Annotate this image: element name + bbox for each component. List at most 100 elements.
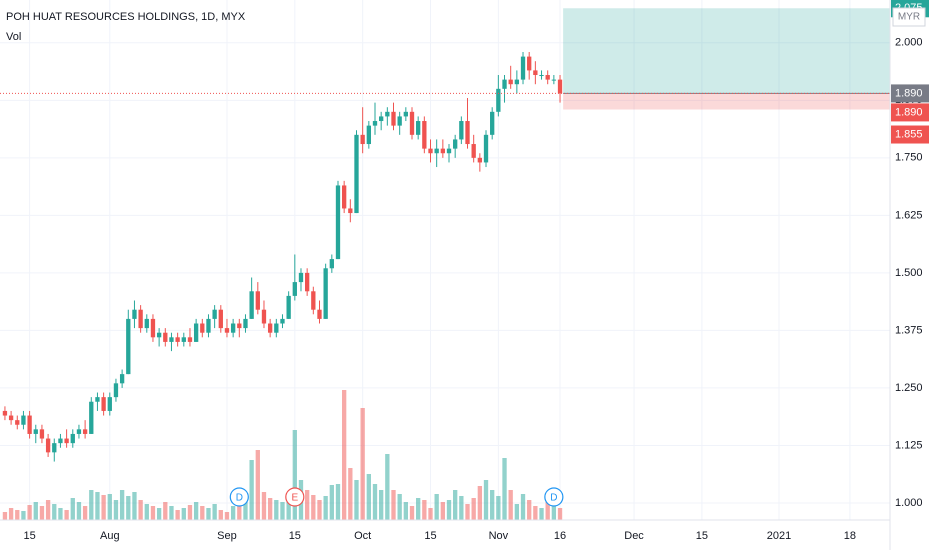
volume-bar bbox=[156, 508, 162, 520]
grid bbox=[0, 0, 890, 520]
candle-body bbox=[292, 282, 297, 296]
volume-bar bbox=[409, 506, 415, 520]
volume-bar bbox=[496, 496, 501, 520]
candle-body bbox=[76, 429, 82, 434]
candle-body bbox=[15, 420, 20, 425]
volume-bar bbox=[557, 508, 563, 520]
volume-bar bbox=[391, 490, 396, 520]
candle-body bbox=[397, 116, 402, 126]
volume-bar bbox=[70, 498, 75, 520]
y-tick-label: 1.625 bbox=[895, 209, 923, 221]
volume-bar bbox=[181, 508, 186, 520]
candle-body bbox=[163, 332, 168, 342]
volume-bar bbox=[243, 500, 248, 520]
candle-body bbox=[101, 397, 106, 411]
y-tick-label: 1.000 bbox=[895, 497, 923, 509]
volume-bar bbox=[514, 504, 520, 520]
candle-body bbox=[440, 148, 445, 154]
candle-body bbox=[422, 121, 427, 149]
candle-body bbox=[514, 79, 520, 85]
candle-body bbox=[230, 323, 236, 333]
candle-body bbox=[218, 309, 223, 329]
event-label: D bbox=[236, 493, 243, 504]
volume-bar bbox=[311, 495, 316, 520]
volume-bar bbox=[261, 492, 267, 520]
candle-body bbox=[286, 295, 291, 319]
x-tick-label: 15 bbox=[289, 530, 301, 542]
x-tick-label: 18 bbox=[844, 530, 856, 542]
last-price-label: 1.890 bbox=[895, 106, 923, 118]
candle-body bbox=[175, 337, 180, 342]
candle-body bbox=[520, 56, 526, 80]
candle-body bbox=[502, 79, 507, 89]
volume-bar bbox=[366, 474, 371, 520]
candle-body bbox=[70, 433, 75, 444]
candle-body bbox=[391, 111, 396, 126]
volume-bar bbox=[64, 510, 69, 520]
candle-body bbox=[471, 144, 476, 158]
x-tick-label: 15 bbox=[23, 530, 35, 542]
candle-body bbox=[360, 134, 365, 145]
candle-body bbox=[385, 111, 390, 117]
stop-label: 1.855 bbox=[895, 128, 923, 140]
candle-body bbox=[39, 429, 45, 439]
currency-box bbox=[892, 7, 926, 27]
volume-bar bbox=[385, 454, 390, 520]
candle-body bbox=[539, 75, 544, 77]
volume-bar bbox=[8, 508, 14, 520]
candle-body bbox=[267, 323, 273, 333]
volume-bar bbox=[45, 500, 51, 520]
volume-bar bbox=[274, 500, 279, 520]
candle-body bbox=[95, 397, 100, 402]
candle-body bbox=[181, 337, 186, 342]
candle-body bbox=[64, 438, 69, 444]
candle-body bbox=[280, 318, 285, 324]
candle-body bbox=[33, 429, 38, 434]
volume-bar bbox=[335, 484, 341, 520]
candle-body bbox=[403, 111, 408, 117]
candle-body bbox=[527, 56, 532, 71]
volume-bar bbox=[144, 504, 149, 520]
candle-body bbox=[126, 318, 131, 375]
volume-bar bbox=[453, 490, 458, 520]
volume-bar bbox=[341, 390, 347, 520]
volume-bar bbox=[434, 494, 439, 520]
volume-bar bbox=[267, 498, 273, 520]
candle-body bbox=[372, 121, 378, 126]
volume-bar bbox=[95, 492, 100, 520]
candle-body bbox=[21, 415, 26, 425]
volume-bar bbox=[545, 502, 550, 520]
candle-body bbox=[483, 134, 489, 163]
target-zone bbox=[563, 8, 890, 94]
candle-body bbox=[551, 79, 557, 81]
candle-body bbox=[304, 272, 310, 292]
volume-bar bbox=[21, 511, 26, 520]
last-price-label-bg bbox=[891, 103, 929, 122]
y-tick-label: 1.750 bbox=[895, 152, 923, 164]
candle-body bbox=[508, 79, 513, 85]
candle-body bbox=[224, 328, 230, 333]
volume-bar bbox=[33, 502, 38, 520]
volume-bar bbox=[317, 500, 322, 520]
volume-bar bbox=[187, 505, 193, 520]
event-marker bbox=[229, 487, 249, 507]
candle-body bbox=[89, 401, 94, 434]
x-tick-label: Oct bbox=[354, 530, 371, 542]
volume-bar bbox=[348, 468, 353, 520]
volume-bar bbox=[76, 502, 82, 520]
volume-bar bbox=[465, 504, 470, 520]
x-tick-label: Dec bbox=[624, 530, 644, 542]
volume-bar bbox=[483, 480, 489, 520]
currency-label: MYR bbox=[898, 12, 920, 23]
candle-body bbox=[206, 318, 211, 333]
volume-bar bbox=[255, 450, 260, 520]
candle-body bbox=[298, 272, 304, 283]
y-tick-label: 1.500 bbox=[895, 267, 923, 279]
volume-bar bbox=[539, 508, 544, 520]
volume-bar bbox=[527, 500, 532, 520]
candle-body bbox=[27, 415, 32, 434]
candle-body bbox=[557, 79, 563, 94]
candle-body bbox=[477, 157, 483, 163]
